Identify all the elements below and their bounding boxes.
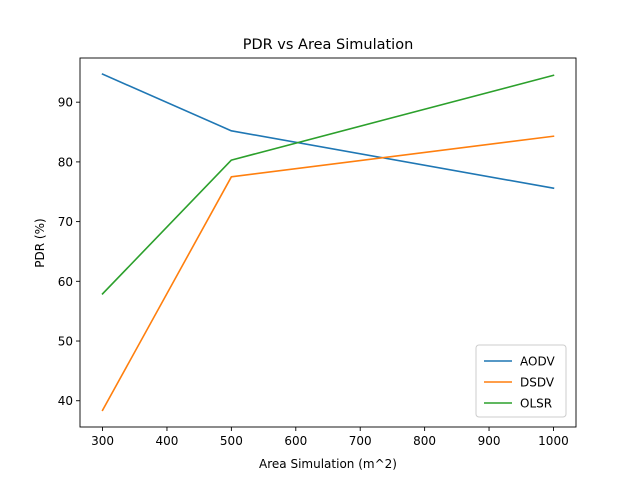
legend-label-dsdv: DSDV <box>520 376 555 390</box>
series-layer <box>101 73 555 412</box>
legend-label-aodv: AODV <box>520 355 555 369</box>
y-tick-label: 80 <box>58 155 73 169</box>
series-line-aodv <box>101 73 555 190</box>
series-line-olsr <box>101 74 555 295</box>
legend: AODV DSDV OLSR <box>475 344 567 418</box>
x-tick-label: 600 <box>284 434 307 448</box>
x-tick-label: 300 <box>91 434 114 448</box>
y-tick-label: 70 <box>58 215 73 229</box>
y-tick-label: 90 <box>58 96 73 110</box>
x-tick-label: 800 <box>413 434 436 448</box>
x-tick-label: 1000 <box>538 434 569 448</box>
legend-label-olsr: OLSR <box>520 397 552 411</box>
y-axis-label: PDR (%) <box>33 218 47 267</box>
plot-frame <box>79 57 577 428</box>
x-tick-label: 500 <box>220 434 243 448</box>
x-axis-label: Area Simulation (m^2) <box>259 457 397 471</box>
y-tick-label: 60 <box>58 275 73 289</box>
x-tick-label: 900 <box>478 434 501 448</box>
series-line-dsdv <box>101 135 555 412</box>
axes-layer: 300 400 500 600 700 800 900 1000 40 50 60 70 80 90 <box>58 57 577 448</box>
y-tick-label: 50 <box>58 335 73 349</box>
legend-box <box>475 344 567 418</box>
x-tick-label: 700 <box>349 434 372 448</box>
x-tick-label: 400 <box>156 434 179 448</box>
chart-title: PDR vs Area Simulation <box>243 37 414 53</box>
y-tick-label: 40 <box>58 394 73 408</box>
